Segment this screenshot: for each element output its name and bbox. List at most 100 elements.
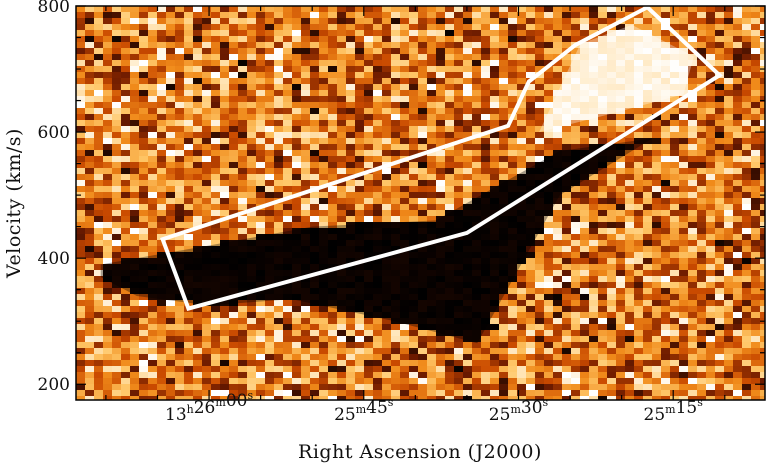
intensity-cell: [670, 312, 680, 319]
intensity-cell: [535, 48, 545, 55]
intensity-cell: [589, 6, 599, 13]
intensity-cell: [400, 12, 410, 19]
intensity-cell: [418, 90, 428, 97]
intensity-cell: [580, 390, 590, 397]
intensity-cell: [652, 198, 662, 205]
intensity-cell: [724, 354, 734, 361]
intensity-cell: [409, 240, 419, 247]
intensity-cell: [715, 276, 725, 283]
intensity-cell: [274, 102, 284, 109]
intensity-cell: [724, 198, 734, 205]
intensity-cell: [562, 78, 572, 85]
intensity-cell: [400, 288, 410, 295]
intensity-cell: [400, 36, 410, 43]
intensity-cell: [337, 252, 347, 259]
intensity-cell: [562, 378, 572, 385]
intensity-cell: [139, 378, 149, 385]
intensity-cell: [256, 354, 266, 361]
intensity-cell: [139, 84, 149, 91]
intensity-cell: [553, 84, 563, 91]
intensity-cell: [472, 108, 482, 115]
intensity-cell: [184, 72, 194, 79]
intensity-cell: [355, 102, 365, 109]
intensity-cell: [130, 72, 140, 79]
intensity-cell: [670, 84, 680, 91]
intensity-cell: [616, 66, 626, 73]
intensity-cell: [157, 204, 167, 211]
intensity-cell: [301, 132, 311, 139]
intensity-cell: [382, 156, 392, 163]
intensity-cell: [553, 300, 563, 307]
intensity-cell: [652, 144, 662, 151]
intensity-cell: [301, 240, 311, 247]
intensity-cell: [337, 228, 347, 235]
intensity-cell: [382, 198, 392, 205]
intensity-cell: [472, 72, 482, 79]
intensity-cell: [616, 198, 626, 205]
intensity-cell: [157, 240, 167, 247]
intensity-cell: [580, 144, 590, 151]
intensity-cell: [166, 78, 176, 85]
intensity-cell: [742, 96, 752, 103]
intensity-cell: [319, 330, 329, 337]
intensity-cell: [409, 66, 419, 73]
intensity-cell: [544, 354, 554, 361]
intensity-cell: [499, 252, 509, 259]
intensity-cell: [652, 96, 662, 103]
intensity-cell: [121, 24, 131, 31]
intensity-cell: [445, 66, 455, 73]
intensity-cell: [490, 108, 500, 115]
intensity-cell: [94, 210, 104, 217]
intensity-cell: [193, 162, 203, 169]
intensity-cell: [652, 132, 662, 139]
intensity-cell: [256, 60, 266, 67]
intensity-cell: [319, 90, 329, 97]
intensity-cell: [301, 252, 311, 259]
intensity-cell: [508, 210, 518, 217]
intensity-cell: [166, 96, 176, 103]
intensity-cell: [634, 384, 644, 391]
intensity-cell: [580, 186, 590, 193]
intensity-cell: [175, 294, 185, 301]
intensity-cell: [382, 276, 392, 283]
intensity-cell: [499, 90, 509, 97]
intensity-cell: [562, 282, 572, 289]
intensity-cell: [364, 282, 374, 289]
intensity-cell: [679, 114, 689, 121]
intensity-cell: [319, 318, 329, 325]
intensity-cell: [625, 366, 635, 373]
intensity-cell: [715, 300, 725, 307]
intensity-cell: [283, 72, 293, 79]
intensity-cell: [103, 126, 113, 133]
intensity-cell: [310, 114, 320, 121]
intensity-cell: [265, 288, 275, 295]
intensity-cell: [400, 204, 410, 211]
intensity-cell: [535, 132, 545, 139]
intensity-cell: [157, 372, 167, 379]
intensity-cell: [742, 132, 752, 139]
intensity-cell: [337, 282, 347, 289]
intensity-cell: [490, 84, 500, 91]
intensity-cell: [715, 90, 725, 97]
intensity-cell: [445, 264, 455, 271]
intensity-cell: [256, 138, 266, 145]
intensity-cell: [292, 246, 302, 253]
intensity-cell: [409, 162, 419, 169]
intensity-cell: [724, 180, 734, 187]
intensity-cell: [589, 168, 599, 175]
intensity-cell: [76, 390, 86, 397]
intensity-cell: [670, 378, 680, 385]
intensity-cell: [499, 270, 509, 277]
intensity-cell: [166, 192, 176, 199]
intensity-cell: [751, 360, 761, 367]
intensity-cell: [580, 6, 590, 13]
intensity-cell: [112, 252, 122, 259]
intensity-cell: [670, 372, 680, 379]
intensity-cell: [103, 312, 113, 319]
intensity-cell: [760, 24, 765, 31]
intensity-cell: [607, 252, 617, 259]
intensity-cell: [679, 84, 689, 91]
intensity-cell: [643, 60, 653, 67]
intensity-cell: [418, 384, 428, 391]
intensity-cell: [391, 216, 401, 223]
